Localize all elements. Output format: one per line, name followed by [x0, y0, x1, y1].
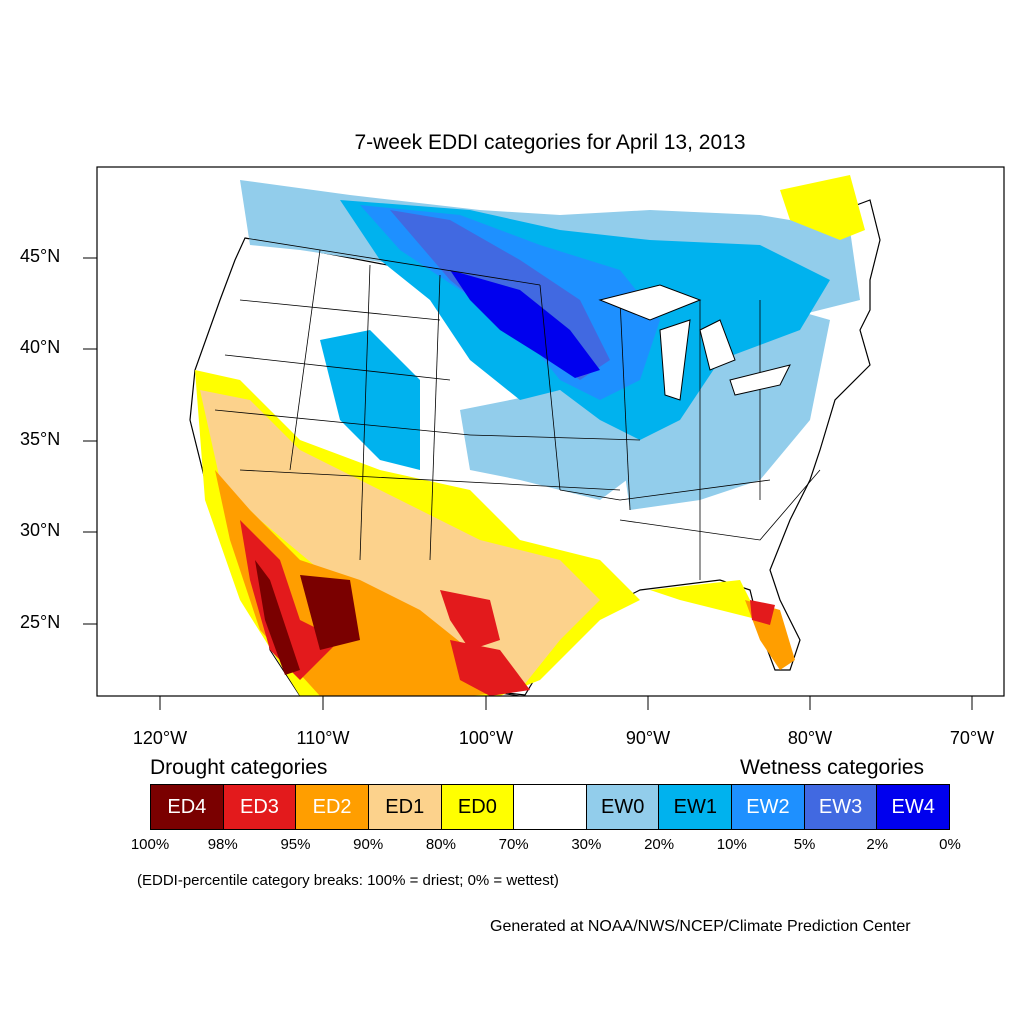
legend-box-ew2: EW2	[732, 785, 805, 829]
dry-region-ed4-baja	[255, 560, 300, 675]
lon-ticks	[159, 696, 973, 710]
map-title: 7-week EDDI categories for April 13, 201…	[354, 131, 746, 154]
legend-break-label: 98%	[207, 836, 238, 853]
legend-box-ed2: ED2	[296, 785, 369, 829]
legend-break-label: 20%	[644, 836, 675, 853]
legend-break-label: 70%	[498, 836, 529, 853]
great-lakes	[598, 284, 791, 401]
lat-ticks	[83, 257, 97, 625]
lon-label: 100°W	[458, 728, 514, 748]
legend-box-ew3: EW3	[804, 785, 878, 829]
legend-break-label: 0%	[939, 836, 961, 853]
dry-region-ed1	[200, 390, 600, 690]
lon-label: 80°W	[787, 728, 833, 748]
wet-region-ew4	[450, 270, 600, 378]
legend-box-ed1: ED1	[368, 785, 442, 829]
dry-region-ed0-south	[650, 580, 760, 620]
dry-region-ed3	[240, 520, 340, 680]
dry-region-ed4	[300, 575, 360, 650]
legend-break-label: 90%	[353, 836, 384, 853]
legend-break-label: 100%	[130, 836, 170, 853]
legend-box-neutral	[514, 785, 587, 829]
lat-label: 35°N	[20, 429, 61, 449]
dry-region-ed0-north	[780, 175, 865, 240]
lon-label: 70°W	[949, 728, 995, 748]
legend-break-label: 80%	[425, 836, 456, 853]
legend-break-label: 10%	[716, 836, 747, 853]
wet-region-ew0	[460, 390, 640, 500]
lat-label: 45°N	[20, 246, 61, 266]
legend-box-ew1: EW1	[659, 785, 733, 829]
legend-box-ed3: ED3	[223, 785, 297, 829]
legend-box-ew4: EW4	[877, 785, 950, 829]
lon-label: 90°W	[625, 728, 671, 748]
legend-box-ed0: ED0	[441, 785, 515, 829]
wetness-heading: Wetness categories	[740, 756, 925, 779]
color-legend: ED4 ED3 ED2 ED1 ED0 EW0 EW1 EW2 EW3 EW4	[150, 784, 950, 830]
dry-region-ed3-sotx	[450, 640, 530, 696]
dry-region-ed3-fl	[750, 600, 775, 625]
lon-label: 120°W	[132, 728, 188, 748]
drought-heading: Drought categories	[150, 756, 328, 779]
lon-label: 110°W	[296, 728, 350, 748]
state-boundaries	[214, 237, 821, 580]
legend-break-label: 95%	[280, 836, 311, 853]
legend-break-label: 30%	[571, 836, 602, 853]
plot-frame	[96, 166, 1005, 697]
credit-line: Generated at NOAA/NWS/NCEP/Climate Predi…	[490, 918, 911, 935]
dry-region-ed3-tx	[440, 590, 500, 650]
category-note: (EDDI-percentile category breaks: 100% =…	[137, 872, 559, 889]
legend-box-ed4: ED4	[151, 785, 224, 829]
wet-region-ew1-rockies	[320, 330, 420, 470]
lat-label: 25°N	[20, 612, 61, 632]
legend-break-label: 2%	[866, 836, 889, 853]
legend-break-label: 5%	[793, 836, 816, 853]
legend-box-ew0: EW0	[586, 785, 660, 829]
lat-label: 30°N	[20, 520, 61, 540]
lat-label: 40°N	[20, 337, 61, 357]
